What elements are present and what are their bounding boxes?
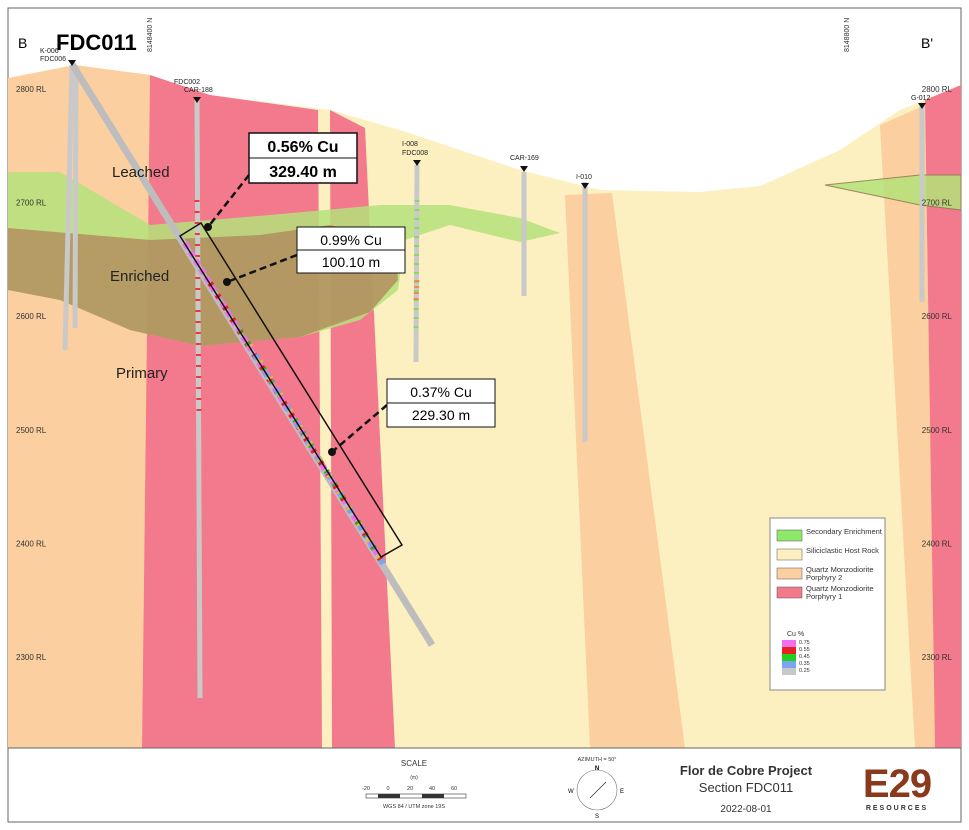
cu-legend-title: Cu % [787, 631, 804, 638]
legend-swatch [776, 586, 803, 599]
callout-grade: 0.37% Cu [410, 384, 471, 400]
hole-label: CAR-169 [510, 155, 539, 162]
callout-boxes [248, 132, 496, 428]
porphyry-2 [565, 193, 685, 748]
legend-label: Secondary Enrichment [806, 527, 882, 536]
rl-labels: 2800 RL 2800 RL 2700 RL 2700 RL 2600 RL 2600 … [16, 85, 953, 662]
cu-value: 0.75 [799, 640, 810, 646]
scale-tick-label: 40 [429, 786, 435, 792]
cu-swatch [782, 668, 796, 675]
compass-n: N [595, 766, 599, 772]
legend-swatch [776, 529, 803, 542]
intercept-box [178, 221, 404, 559]
section-title: Section FDC011 [699, 780, 793, 795]
project-title: Flor de Cobre Project [680, 763, 813, 778]
rl-label: 2600 RL [16, 312, 47, 321]
rl-label: 2500 RL [922, 426, 953, 435]
northing: 8148400 N [147, 18, 154, 52]
leader [226, 253, 298, 284]
hole-label: G-012 [911, 95, 931, 102]
compass-arrow [589, 781, 607, 799]
leader [207, 174, 250, 228]
cu-swatch [782, 654, 796, 661]
callout-grade: 0.99% Cu [320, 232, 381, 248]
collars [68, 60, 926, 189]
legend-swatch [776, 548, 803, 561]
secondary-enrichment [824, 174, 962, 211]
rl-label: 2600 RL [922, 312, 953, 321]
rl-label: 2400 RL [16, 539, 47, 548]
scale-tick-label: 0 [386, 786, 389, 792]
cu-swatch [782, 647, 796, 654]
rl-label: 2700 RL [922, 199, 953, 208]
hole-label: CAR-188 [184, 87, 213, 94]
scale-tick-label: 60 [451, 786, 457, 792]
cu-value: 0.45 [799, 654, 810, 660]
azimuth: AZIMUTH = 50° [577, 757, 616, 763]
section-start: B [18, 35, 27, 51]
intercept-points [204, 223, 336, 456]
zone-label: Leached [112, 164, 170, 181]
scale-unit: (m) [410, 775, 418, 781]
cu-swatch [782, 661, 796, 668]
scale-tick-label: -20 [362, 786, 370, 792]
callout-length: 329.40 m [269, 164, 337, 181]
rl-label: 2800 RL [16, 85, 47, 94]
rl-label: 2300 RL [16, 653, 47, 662]
hole-label: FDC002 [174, 79, 200, 86]
date: 2022-08-01 [720, 804, 772, 815]
hole-title: FDC011 [56, 30, 137, 55]
compass [576, 769, 618, 811]
drill-holes [62, 65, 925, 699]
cu-value: 0.55 [799, 647, 810, 653]
scale-datum: WGS 84 / UTM zone 19S [383, 804, 445, 810]
scale-tick-label: 20 [407, 786, 413, 792]
cu-swatch [782, 640, 796, 647]
rl-label: 2500 RL [16, 426, 47, 435]
callout-grade: 0.56% Cu [267, 139, 338, 156]
porphyry-1 [925, 85, 961, 748]
hole-label: FDC008 [402, 150, 428, 157]
callout-length: 100.10 m [322, 254, 380, 270]
rl-label: 2700 RL [16, 199, 47, 208]
cu-value: 0.35 [799, 661, 810, 667]
leader [331, 404, 388, 453]
rl-label: 2400 RL [922, 539, 953, 548]
hole-label: K-006 [40, 48, 59, 55]
logo: E29 [863, 762, 931, 806]
legend-label: Quartz Monzodiorite Porphyry 1 [806, 584, 874, 601]
rl-label: 2800 RL [922, 85, 953, 94]
scale-bar: -20 0 20 40 60 [362, 786, 467, 799]
legend-swatch [776, 567, 803, 580]
hole-label: I-008 [402, 141, 418, 148]
hole-label: I-010 [576, 174, 592, 181]
zone-label: Enriched [110, 268, 169, 285]
legend-label: Siliciclastic Host Rock [806, 546, 879, 555]
northing: 8148800 N [844, 18, 851, 52]
logo-sub: RESOURCES [866, 805, 928, 812]
compass-s: S [595, 814, 599, 820]
section-end: B' [921, 35, 933, 51]
compass-e: E [620, 789, 624, 795]
zone-label: Primary [116, 365, 168, 382]
assay-intervals [194, 199, 420, 421]
callout-length: 229.30 m [412, 407, 470, 423]
compass-w: W [568, 789, 574, 795]
rl-label: 2300 RL [922, 653, 953, 662]
cu-value: 0.25 [799, 668, 810, 674]
hole-label: FDC006 [40, 56, 66, 63]
legend-label: Quartz Monzodiorite Porphyry 2 [806, 565, 874, 582]
scale-title: SCALE [401, 759, 427, 768]
